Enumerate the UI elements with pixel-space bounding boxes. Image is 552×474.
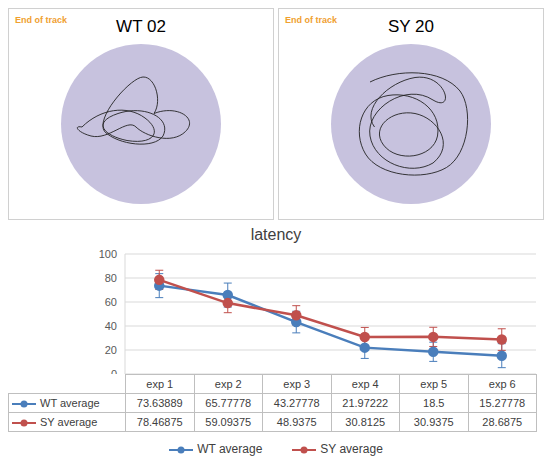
html-text:WT 02: WT 02 <box>116 17 166 36</box>
html-text:SY average: SY average <box>320 442 383 456</box>
html-text:30.9375: 30.9375 <box>413 416 454 428</box>
html-text:73.63889: 73.63889 <box>136 397 183 409</box>
html-text:59.09375: 59.09375 <box>205 416 252 428</box>
html-text:28.6875: 28.6875 <box>482 416 523 428</box>
html-text:78.46875: 78.46875 <box>136 416 183 428</box>
svg-text:40: 40 <box>105 320 117 332</box>
html-text:exp 4: exp 4 <box>351 378 379 390</box>
html-text:exp 5: exp 5 <box>420 378 448 390</box>
svg-text:80: 80 <box>105 272 117 284</box>
html-text:21.97222: 21.97222 <box>342 397 389 409</box>
html-text:exp 3: exp 3 <box>283 378 311 390</box>
svg-text:0: 0 <box>111 368 117 374</box>
html-text:exp 2: exp 2 <box>214 378 242 390</box>
html-text:SY 20: SY 20 <box>388 17 434 36</box>
svg-text:20: 20 <box>105 344 117 356</box>
html-text:15.27778: 15.27778 <box>479 397 526 409</box>
html-text:End of track: End of track <box>15 15 67 25</box>
html-text:exp 1: exp 1 <box>146 378 174 390</box>
svg-text:100: 100 <box>99 248 117 260</box>
html-text:43.27778: 43.27778 <box>273 397 320 409</box>
html-text:End of track: End of track <box>285 15 337 25</box>
html-text:WT average: WT average <box>40 397 100 409</box>
html-text:65.77778: 65.77778 <box>205 397 252 409</box>
html-text:WT average: WT average <box>197 442 263 456</box>
html-text:18.5: 18.5 <box>423 397 445 409</box>
html-text:exp 6: exp 6 <box>488 378 516 390</box>
html-text:latency: latency <box>250 226 302 243</box>
html-text:30.8125: 30.8125 <box>345 416 386 428</box>
svg-text:60: 60 <box>105 296 117 308</box>
html-text:SY average: SY average <box>40 416 98 428</box>
html-text:48.9375: 48.9375 <box>276 416 317 428</box>
